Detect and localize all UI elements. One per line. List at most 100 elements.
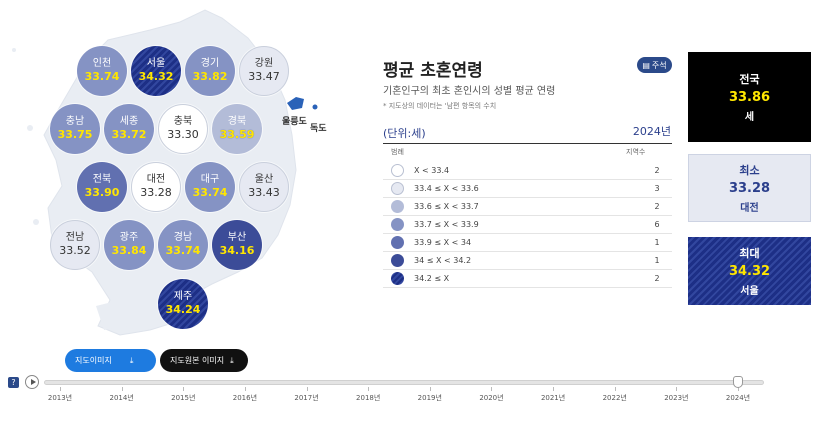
legend-count: 2 bbox=[654, 201, 660, 211]
panel-note: * 지도상의 데이터는 '남편 항목의 수치 bbox=[383, 102, 497, 110]
legend-range: 33.9 ≤ X < 34 bbox=[414, 237, 472, 247]
legend-separator bbox=[383, 215, 672, 216]
min-value: 33.28 bbox=[728, 181, 771, 196]
legend-range: 34 ≤ X < 34.2 bbox=[414, 255, 472, 265]
play-button[interactable] bbox=[25, 375, 39, 389]
region-name: 인천 bbox=[92, 57, 112, 69]
region-seoul[interactable]: 서울 34.32 bbox=[131, 46, 181, 96]
legend-count: 3 bbox=[654, 183, 660, 193]
region-daegu[interactable]: 대구 33.74 bbox=[185, 162, 235, 212]
legend-range: 33.6 ≤ X < 33.7 bbox=[414, 201, 479, 211]
legend-header-count: 지역수 bbox=[626, 148, 646, 156]
region-gyeongbuk[interactable]: 경북 33.59 bbox=[212, 104, 262, 154]
timeline-tick bbox=[306, 387, 308, 391]
timeline-tick bbox=[60, 387, 61, 391]
max-label: 최대 bbox=[739, 247, 760, 260]
timeline-tick bbox=[491, 387, 493, 391]
region-gangwon[interactable]: 강원 33.47 bbox=[239, 46, 289, 96]
timeline-year[interactable]: 2023년 bbox=[664, 394, 689, 402]
region-chungnam[interactable]: 충남 33.75 bbox=[50, 104, 100, 154]
region-ulsan[interactable]: 울산 33.43 bbox=[239, 162, 289, 212]
legend-swatch bbox=[391, 199, 404, 213]
legend-count: 6 bbox=[654, 219, 660, 229]
region-chungbuk[interactable]: 충북 33.30 bbox=[158, 104, 208, 154]
region-name: 울산 bbox=[254, 173, 274, 185]
legend-header-range: 범례 bbox=[391, 148, 404, 156]
region-incheon[interactable]: 인천 33.74 bbox=[77, 46, 127, 96]
legend-count: 1 bbox=[654, 237, 660, 247]
legend-row[interactable]: 33.6 ≤ X < 33.7 2 bbox=[383, 197, 672, 215]
region-name: 대구 bbox=[200, 173, 220, 185]
region-name: 충북 bbox=[173, 115, 193, 127]
region-value: 33.84 bbox=[111, 244, 147, 258]
legend-row[interactable]: 33.7 ≤ X < 33.9 6 bbox=[383, 215, 672, 233]
timeline-year[interactable]: 2015년 bbox=[171, 394, 196, 402]
legend-separator bbox=[383, 287, 672, 288]
legend-row[interactable]: 33.4 ≤ X < 33.6 3 bbox=[383, 179, 672, 197]
legend-count: 2 bbox=[654, 273, 660, 283]
timeline-year[interactable]: 2013년 bbox=[47, 394, 73, 402]
panel-subtitle: 기혼인구의 최초 혼인시의 성별 평균 연령 bbox=[383, 86, 556, 97]
region-busan[interactable]: 부산 34.16 bbox=[212, 220, 262, 270]
legend-separator bbox=[383, 269, 672, 270]
timeline-year[interactable]: 2024년 bbox=[725, 394, 751, 402]
legend-row[interactable]: 34 ≤ X < 34.2 1 bbox=[383, 251, 672, 269]
region-jeonbuk[interactable]: 전북 33.90 bbox=[77, 162, 127, 212]
region-value: 34.24 bbox=[165, 303, 201, 317]
timeline-tick bbox=[676, 387, 678, 391]
note-button[interactable]: ▤ 주석 bbox=[637, 57, 672, 73]
region-daejeon[interactable]: 대전 33.28 bbox=[131, 162, 181, 212]
timeline-year[interactable]: 2021년 bbox=[540, 394, 566, 402]
legend-row[interactable]: X < 33.4 2 bbox=[383, 161, 672, 179]
map-area: 울릉도 독도 인천 33.74 서울 34.32 경기 33.82 강원 33.47 충남 33.… bbox=[0, 0, 360, 345]
region-value: 33.30 bbox=[167, 128, 199, 142]
legend-row[interactable]: 33.9 ≤ X < 34 1 bbox=[383, 233, 672, 251]
download-icon: ⤓ bbox=[129, 355, 134, 365]
legend-row[interactable]: 34.2 ≤ X 2 bbox=[383, 269, 672, 287]
region-name: 세종 bbox=[119, 115, 139, 127]
region-sejong[interactable]: 세종 33.72 bbox=[104, 104, 154, 154]
region-jeju[interactable]: 제주 34.24 bbox=[158, 279, 208, 329]
timeline-tick bbox=[121, 387, 123, 391]
region-value: 33.59 bbox=[219, 128, 255, 142]
legend-range: 34.2 ≤ X bbox=[414, 273, 450, 283]
region-name: 전남 bbox=[65, 231, 85, 243]
region-name: 경북 bbox=[227, 115, 247, 127]
region-name: 서울 bbox=[146, 57, 166, 69]
timeline-year[interactable]: 2020년 bbox=[479, 394, 504, 402]
national-unit: 세 bbox=[744, 112, 755, 123]
region-gyeonggi[interactable]: 경기 33.82 bbox=[185, 46, 235, 96]
national-stat-box: 전국 33.86 세 bbox=[688, 52, 811, 142]
ulleung-island-shape[interactable] bbox=[284, 95, 324, 115]
map-original-image-button-label: 지도원본 이미지 bbox=[170, 356, 225, 365]
timeline-handle[interactable] bbox=[733, 376, 743, 388]
selected-year: 2024년 bbox=[632, 125, 671, 138]
timeline-year[interactable]: 2017년 bbox=[294, 394, 319, 402]
region-value: 33.90 bbox=[84, 186, 120, 200]
timeline-year[interactable]: 2018년 bbox=[356, 394, 381, 402]
map-image-button[interactable]: 지도이미지 ⤓ bbox=[65, 349, 156, 372]
timeline: ? 2013년 2014년 2015년 2016년 2017년 2018년 2019년 202… bbox=[0, 372, 835, 412]
timeline-year[interactable]: 2019년 bbox=[417, 394, 442, 402]
legend-count: 2 bbox=[654, 165, 660, 175]
dokdo-island-shape bbox=[312, 104, 318, 110]
region-value: 34.32 bbox=[138, 70, 174, 84]
timeline-year[interactable]: 2022년 bbox=[602, 394, 627, 402]
region-gyeongnam[interactable]: 경남 33.74 bbox=[158, 220, 208, 270]
region-name: 강원 bbox=[254, 57, 274, 69]
help-icon[interactable]: ? bbox=[8, 377, 19, 388]
max-region: 서울 bbox=[740, 286, 759, 297]
region-name: 부산 bbox=[227, 231, 247, 243]
legend-count: 1 bbox=[654, 255, 660, 265]
map-original-image-button[interactable]: 지도원본 이미지 ⤓ bbox=[160, 349, 248, 372]
region-gwangju[interactable]: 광주 33.84 bbox=[104, 220, 154, 270]
download-icon: ⤓ bbox=[230, 355, 234, 365]
region-value: 33.74 bbox=[192, 186, 228, 200]
legend-separator bbox=[383, 197, 672, 198]
timeline-year[interactable]: 2016년 bbox=[232, 394, 258, 402]
timeline-year[interactable]: 2014년 bbox=[109, 394, 134, 402]
min-region: 대전 bbox=[740, 203, 759, 214]
national-value: 33.86 bbox=[728, 90, 771, 105]
timeline-track[interactable] bbox=[44, 380, 764, 385]
region-jeonnam[interactable]: 전남 33.52 bbox=[50, 220, 100, 270]
